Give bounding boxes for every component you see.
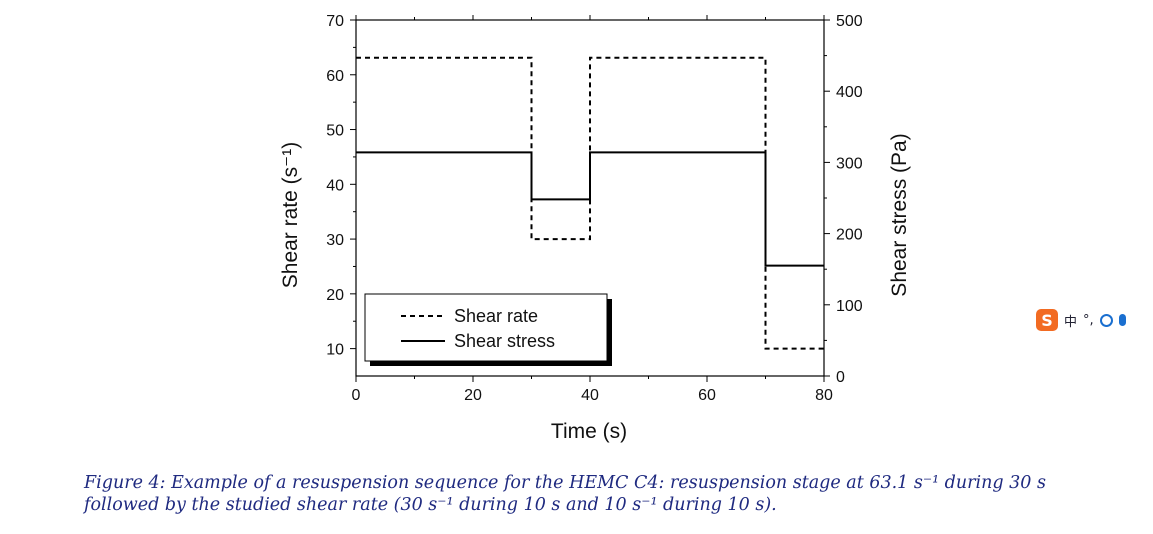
caption-line-1: Figure 4: Example of a resuspension sequ… — [84, 473, 1046, 493]
y-axis-left-title: Shear rate (s⁻¹) — [279, 142, 302, 288]
legend: Shear rate Shear stress — [364, 293, 612, 366]
y-left-tick-label: 70 — [326, 13, 344, 30]
y-right-tick-label: 400 — [836, 84, 863, 101]
y-right-tick-label: 200 — [836, 227, 863, 244]
smiley-icon[interactable] — [1099, 313, 1113, 327]
ime-toolbar[interactable]: S 中 °, — [1036, 306, 1152, 334]
y-left-tick-label: 60 — [326, 68, 344, 85]
ime-punctuation-toggle[interactable]: °, — [1083, 312, 1094, 328]
legend-label-shear-stress: Shear stress — [454, 331, 555, 351]
caption-line-2: followed by the studied shear rate (30 s… — [84, 495, 777, 515]
axes: 0 20 40 60 80 10 20 30 40 50 60 70 0 100 200 300 400 500 — [326, 13, 863, 404]
y-left-tick-label: 40 — [326, 177, 344, 194]
legend-label-shear-rate: Shear rate — [454, 306, 538, 326]
legend-box — [364, 293, 608, 362]
x-tick-label: 60 — [698, 387, 716, 404]
y-right-tick-label: 300 — [836, 155, 863, 172]
x-tick-label: 0 — [352, 387, 361, 404]
y-left-tick-label: 20 — [326, 287, 344, 304]
series-layer — [356, 56, 824, 350]
y-left-tick-label: 10 — [326, 342, 344, 359]
y-right-tick-label: 0 — [836, 369, 845, 386]
x-axis-title: Time (s) — [551, 420, 627, 443]
y-right-tick-label: 100 — [836, 298, 863, 315]
figure-caption: Figure 4: Example of a resuspension sequ… — [84, 472, 1084, 516]
x-tick-label: 20 — [464, 387, 482, 404]
y-left-tick-label: 30 — [326, 232, 344, 249]
y-right-tick-label: 500 — [836, 13, 863, 30]
x-tick-label: 80 — [815, 387, 833, 404]
ime-mode-toggle[interactable]: 中 — [1064, 314, 1078, 330]
series-line-shear-rate — [356, 56, 824, 350]
y-left-tick-label: 50 — [326, 123, 344, 140]
microphone-icon[interactable] — [1118, 314, 1126, 326]
x-tick-label: 40 — [581, 387, 599, 404]
series-line-shear-stress — [356, 151, 824, 267]
ime-logo-icon[interactable]: S — [1036, 309, 1058, 331]
y-axis-right-title: Shear stress (Pa) — [888, 133, 911, 296]
